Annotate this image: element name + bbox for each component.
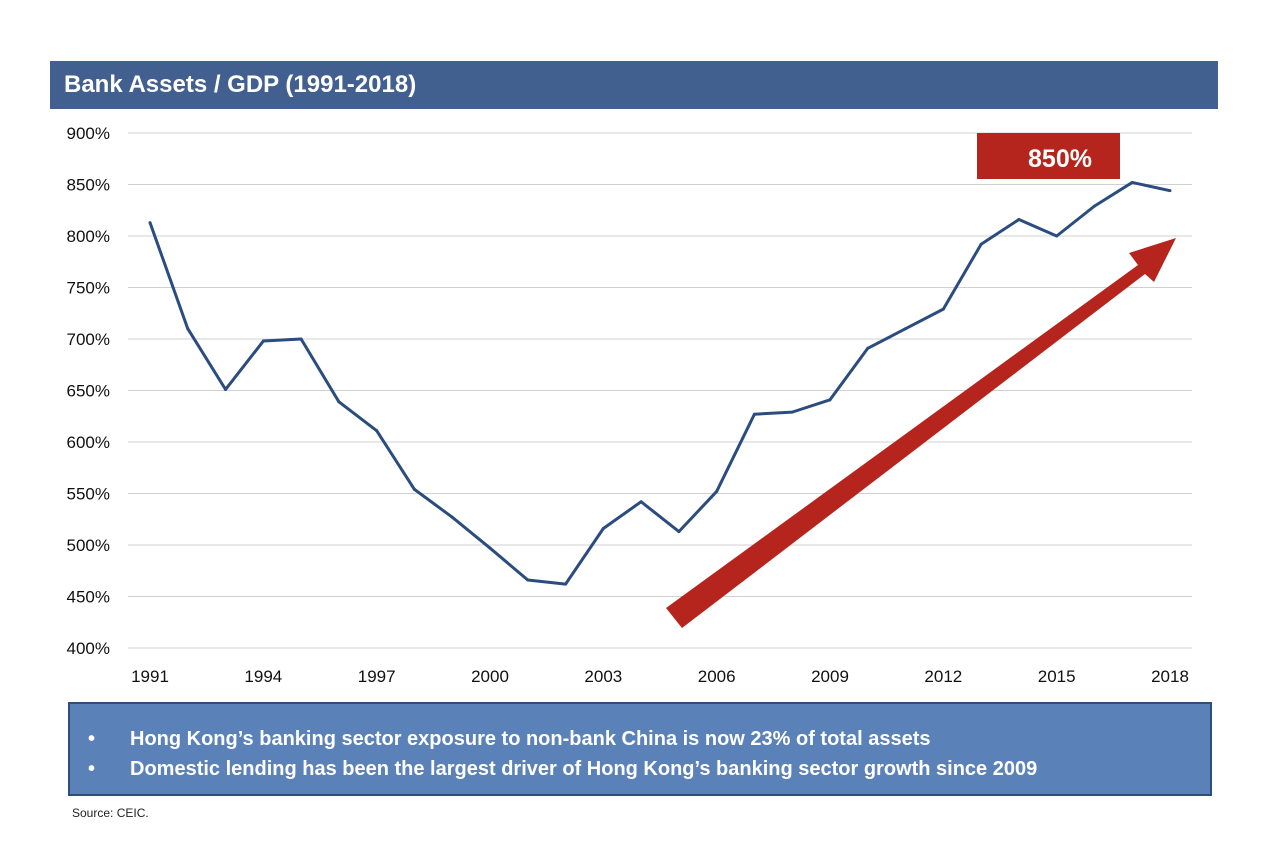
trend-arrow (666, 238, 1176, 628)
y-tick-label: 400% (67, 639, 110, 658)
data-point (526, 578, 530, 582)
chart-title-bar: Bank Assets / GDP (1991-2018) (50, 61, 1218, 109)
x-tick-label: 2009 (811, 667, 849, 686)
y-tick-label: 550% (67, 485, 110, 504)
x-tick-label: 2015 (1038, 667, 1076, 686)
data-point (639, 500, 643, 504)
data-point (261, 339, 265, 343)
data-point (450, 515, 454, 519)
data-point (979, 242, 983, 246)
data-point (1017, 218, 1021, 222)
data-point (488, 546, 492, 550)
data-point (375, 429, 379, 433)
y-tick-label: 850% (67, 176, 110, 195)
x-tick-label: 2018 (1151, 667, 1189, 686)
source-note: Source: CEIC. (72, 806, 149, 820)
note-item: • Domestic lending has been the largest d… (88, 758, 1037, 781)
bullet-icon: • (88, 728, 96, 750)
series-line (148, 180, 1171, 586)
x-tick-label: 2000 (471, 667, 509, 686)
data-point (904, 327, 908, 331)
chart-title: Bank Assets / GDP (1991-2018) (64, 71, 417, 98)
data-point (866, 346, 870, 350)
note-item: • Hong Kong’s banking sector exposure to … (88, 728, 930, 751)
trend-arrow-shape (666, 238, 1176, 628)
y-tick-label: 900% (67, 124, 110, 143)
note-text: Hong Kong’s banking sector exposure to n… (130, 728, 931, 750)
y-tick-label: 800% (67, 227, 110, 246)
annotation-label: 850% (1028, 145, 1092, 173)
data-point (752, 412, 756, 416)
data-point (715, 489, 719, 493)
data-point (1130, 180, 1134, 184)
data-point (224, 387, 228, 391)
y-axis-tick-labels: 400% 450% 500% 550% 600% 650% 700% 750% 800% 850%… (67, 124, 110, 658)
y-tick-label: 750% (67, 279, 110, 298)
data-point (148, 221, 152, 225)
x-tick-label: 2012 (924, 667, 962, 686)
bullet-icon: • (88, 758, 96, 780)
data-point (601, 527, 605, 531)
series-layer (148, 180, 1172, 586)
y-tick-label: 600% (67, 433, 110, 452)
data-point (299, 337, 303, 341)
data-point (337, 400, 341, 404)
x-tick-label: 2003 (584, 667, 622, 686)
data-point (564, 582, 568, 586)
y-tick-label: 700% (67, 330, 110, 349)
note-text: Domestic lending has been the largest dr… (130, 758, 1038, 780)
grid-lines (128, 132, 1192, 649)
data-point (1055, 234, 1059, 238)
x-axis-tick-labels: 1991 1994 1997 2000 2003 2006 2009 2012 2015 2018 (131, 667, 1189, 686)
y-tick-label: 450% (67, 588, 110, 607)
x-tick-label: 1991 (131, 667, 169, 686)
data-point (1168, 189, 1172, 193)
y-tick-label: 500% (67, 536, 110, 555)
annotation-layer: 850% (977, 133, 1120, 179)
data-point (186, 327, 190, 331)
data-point (790, 410, 794, 414)
x-tick-label: 1994 (244, 667, 282, 686)
annotation-box (977, 133, 1120, 179)
data-point (941, 307, 945, 311)
data-point (412, 487, 416, 491)
data-point (1092, 204, 1096, 208)
data-point (828, 398, 832, 402)
x-tick-label: 1997 (358, 667, 396, 686)
notes-box: • Hong Kong’s banking sector exposure to … (68, 702, 1212, 796)
x-tick-label: 2006 (698, 667, 736, 686)
data-point (677, 530, 681, 534)
y-tick-label: 650% (67, 382, 110, 401)
line-chart: 400% 450% 500% 550% 600% 650% 700% 750% 800% 850%… (67, 124, 1192, 686)
